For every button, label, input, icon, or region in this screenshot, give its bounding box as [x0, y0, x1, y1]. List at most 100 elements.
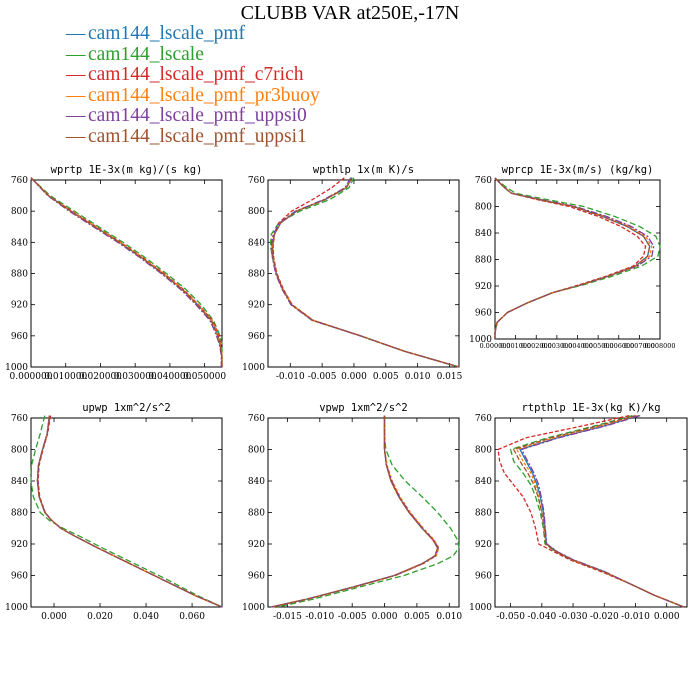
- series-line: [30, 177, 223, 367]
- legend-label: cam144_lscale: [88, 43, 204, 65]
- x-tick-label: 0.050000: [183, 372, 226, 382]
- series-line: [271, 415, 439, 608]
- x-tick-label: 0.006000: [603, 342, 634, 350]
- legend-label: cam144_lscale_pmf_uppsi0: [88, 105, 307, 126]
- legend-item: — cam144_lscale_pmf: [66, 23, 320, 45]
- series-line: [36, 415, 223, 608]
- series-line: [270, 177, 460, 368]
- series-line: [36, 415, 223, 608]
- y-tick-label: 800: [248, 207, 265, 217]
- x-tick-label: 0.010: [405, 372, 431, 382]
- x-tick-label: -0.020: [590, 612, 619, 622]
- series-line: [271, 177, 460, 368]
- y-tick-label: 960: [475, 572, 492, 582]
- series-line: [513, 414, 685, 608]
- y-tick-label: 840: [11, 477, 28, 487]
- y-tick-label: 920: [11, 540, 28, 550]
- series-line: [277, 415, 460, 608]
- x-tick-label: -0.050: [496, 612, 525, 622]
- x-tick-label: 0.005000: [583, 342, 614, 350]
- x-tick-label: 0.008000: [644, 342, 675, 350]
- series-line: [271, 415, 439, 608]
- series-line: [271, 177, 460, 368]
- y-tick-label: 760: [248, 414, 265, 424]
- series-line: [37, 415, 223, 608]
- y-tick-label: 800: [475, 446, 492, 456]
- x-tick-label: 0.010000: [44, 372, 87, 382]
- series-line: [494, 177, 653, 339]
- y-tick-label: 880: [475, 509, 492, 519]
- plot-title: vpwp 1xm^2/s^2: [319, 402, 408, 414]
- legend-label: cam144_lscale_pmf_c7rich: [88, 64, 304, 85]
- y-tick-label: 880: [248, 509, 265, 519]
- series-line: [271, 177, 460, 368]
- legend-item: — cam144_lscale_pmf_uppsi1: [66, 126, 320, 148]
- y-tick-label: 960: [475, 309, 492, 319]
- y-tick-label: 840: [475, 229, 492, 239]
- x-tick-label: 0.003000: [541, 342, 572, 350]
- y-tick-label: 760: [475, 414, 492, 424]
- x-tick-label: 0.030000: [114, 372, 157, 382]
- y-tick-label: 1000: [469, 603, 492, 613]
- plot-frame: [494, 179, 661, 340]
- x-tick-label: 0.000: [372, 612, 398, 622]
- x-tick-label: -0.010: [276, 372, 305, 382]
- plot-title: rtpthlp 1E-3x(kg K)/kg: [521, 402, 660, 414]
- series-line: [272, 415, 440, 608]
- series-line: [494, 177, 651, 339]
- y-tick-label: 920: [248, 540, 265, 550]
- x-tick-label: 0.010: [436, 612, 462, 622]
- series-line: [30, 177, 223, 367]
- y-tick-label: 960: [248, 572, 265, 582]
- y-tick-label: 920: [475, 540, 492, 550]
- y-tick-label: 840: [11, 238, 28, 248]
- series-line: [271, 415, 439, 608]
- plot-frame: [30, 417, 223, 608]
- x-tick-label: 0.020000: [79, 372, 122, 382]
- series-line: [269, 177, 460, 368]
- x-tick-label: 0.002000: [521, 342, 552, 350]
- x-tick-label: 0.000000: [10, 372, 53, 382]
- y-tick-label: 880: [11, 509, 28, 519]
- y-tick-label: 760: [11, 176, 28, 186]
- legend-label: cam144_lscale_pmf: [88, 23, 246, 44]
- y-tick-label: 800: [11, 207, 28, 217]
- series-line: [30, 177, 223, 367]
- y-tick-label: 840: [248, 238, 265, 248]
- x-tick-label: 0.000: [341, 372, 367, 382]
- y-tick-label: 960: [11, 332, 28, 342]
- y-tick-label: 1000: [5, 603, 28, 613]
- x-tick-label: -0.010: [305, 612, 334, 622]
- series-line: [30, 415, 223, 608]
- y-tick-label: 960: [11, 572, 28, 582]
- y-tick-label: 760: [11, 414, 28, 424]
- series-line: [37, 415, 223, 608]
- plot-title: wprcp 1E-3x(m/s) (kg/kg): [502, 164, 654, 176]
- series-line: [516, 414, 685, 608]
- y-tick-label: 760: [248, 176, 265, 186]
- series-line: [494, 177, 661, 339]
- y-tick-label: 1000: [469, 335, 492, 345]
- y-tick-label: 840: [248, 477, 265, 487]
- legend-label: cam144_lscale_pmf_pr3buoy: [88, 84, 320, 106]
- series-line: [494, 177, 655, 339]
- x-tick-label: 0.000: [41, 612, 67, 622]
- legend-item: — cam144_lscale_pmf_c7rich: [66, 64, 320, 86]
- plot-frame: [267, 417, 460, 608]
- legend-item: — cam144_lscale: [66, 43, 320, 66]
- plot-title: wprtp 1E-3x(m kg)/(s kg): [51, 164, 203, 176]
- x-tick-label: 0.000: [654, 612, 680, 622]
- x-tick-label: -0.010: [621, 612, 650, 622]
- y-tick-label: 840: [475, 477, 492, 487]
- y-tick-label: 800: [248, 446, 265, 456]
- x-tick-label: -0.040: [527, 612, 556, 622]
- x-tick-label: 0.005: [373, 372, 399, 382]
- series-line: [494, 177, 651, 339]
- y-tick-label: 800: [11, 446, 28, 456]
- x-tick-label: -0.015: [273, 612, 302, 622]
- plot-panel: rtpthlp 1E-3x(kg K)/kg 760 800 840 880 920 960…: [469, 402, 688, 622]
- plot-title: upwp 1xm^2/s^2: [82, 402, 171, 414]
- plot-panel: wprcp 1E-3x(m/s) (kg/kg) 760 800 840 880 920 9…: [469, 164, 675, 350]
- y-tick-label: 920: [475, 282, 492, 292]
